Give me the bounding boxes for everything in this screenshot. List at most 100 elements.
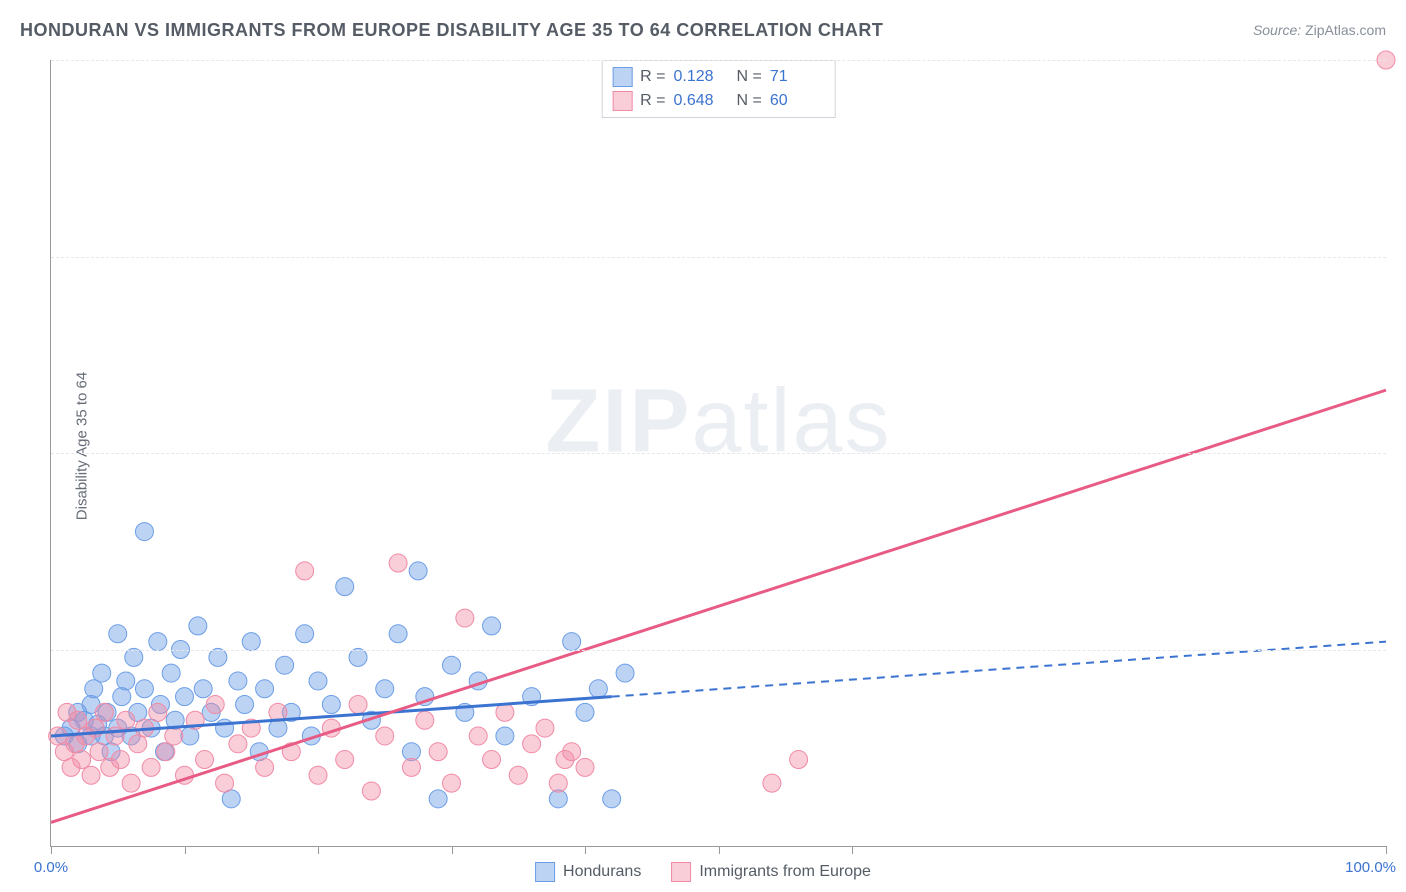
source-value: ZipAtlas.com: [1305, 22, 1386, 38]
y-tick-label: 75.0%: [1396, 248, 1406, 265]
scatter-point: [536, 719, 554, 737]
scatter-point: [122, 774, 140, 792]
chart-container: HONDURAN VS IMMIGRANTS FROM EUROPE DISAB…: [0, 0, 1406, 892]
scatter-point: [135, 680, 153, 698]
scatter-point: [256, 758, 274, 776]
scatter-point: [216, 719, 234, 737]
x-tick: [452, 846, 453, 854]
scatter-point: [125, 648, 143, 666]
scatter-point: [69, 711, 87, 729]
x-tick: [852, 846, 853, 854]
scatter-point: [456, 609, 474, 627]
scatter-point: [443, 774, 461, 792]
scatter-point: [389, 625, 407, 643]
x-tick: [318, 846, 319, 854]
legend-swatch: [671, 862, 691, 882]
gridline: [51, 453, 1386, 454]
scatter-point: [113, 688, 131, 706]
scatter-point: [93, 664, 111, 682]
scatter-point: [389, 554, 407, 572]
scatter-point: [309, 766, 327, 784]
y-tick-label: 0.0%: [1396, 838, 1406, 855]
legend-stat-row: R = 0.648N = 60: [612, 89, 825, 113]
gridline: [51, 650, 1386, 651]
scatter-point: [189, 617, 207, 635]
stat-r-value: 0.128: [674, 68, 729, 86]
y-tick-label: 50.0%: [1396, 445, 1406, 462]
scatter-point: [376, 727, 394, 745]
scatter-point: [576, 758, 594, 776]
scatter-point: [109, 625, 127, 643]
x-tick: [719, 846, 720, 854]
scatter-point: [576, 703, 594, 721]
scatter-point: [73, 751, 91, 769]
legend-stats: R = 0.128N = 71R = 0.648N = 60: [601, 60, 836, 118]
source-label: Source:: [1253, 22, 1301, 38]
scatter-point: [563, 633, 581, 651]
chart-title: HONDURAN VS IMMIGRANTS FROM EUROPE DISAB…: [20, 20, 883, 41]
legend-series-label: Immigrants from Europe: [699, 863, 871, 881]
scatter-point: [322, 696, 340, 714]
legend-stat-row: R = 0.128N = 71: [612, 65, 825, 89]
scatter-point: [95, 703, 113, 721]
scatter-point: [309, 672, 327, 690]
scatter-point: [229, 672, 247, 690]
scatter-point: [229, 735, 247, 753]
scatter-point: [549, 774, 567, 792]
scatter-point: [117, 672, 135, 690]
x-tick: [185, 846, 186, 854]
stat-r-label: R =: [640, 68, 665, 86]
scatter-point: [483, 751, 501, 769]
gridline: [51, 257, 1386, 258]
scatter-point: [349, 696, 367, 714]
scatter-point: [409, 562, 427, 580]
y-tick-label: 25.0%: [1396, 641, 1406, 658]
scatter-point: [82, 766, 100, 784]
scatter-point: [563, 743, 581, 761]
scatter-point: [763, 774, 781, 792]
scatter-point: [483, 617, 501, 635]
legend-series: Hondurans Immigrants from Europe: [535, 862, 871, 882]
x-tick-label: 0.0%: [34, 859, 68, 876]
legend-series-item: Hondurans: [535, 862, 641, 882]
gridline: [51, 60, 1386, 61]
x-tick: [585, 846, 586, 854]
scatter-point: [216, 774, 234, 792]
x-tick-label: 100.0%: [1345, 859, 1396, 876]
scatter-point: [149, 703, 167, 721]
scatter-point: [111, 751, 129, 769]
scatter-point: [509, 766, 527, 784]
stat-n-label: N =: [737, 92, 762, 110]
scatter-point: [157, 743, 175, 761]
scatter-point: [790, 751, 808, 769]
scatter-point: [117, 711, 135, 729]
scatter-point: [296, 562, 314, 580]
scatter-point: [416, 711, 434, 729]
x-tick: [51, 846, 52, 854]
scatter-point: [616, 664, 634, 682]
scatter-point: [256, 680, 274, 698]
stat-n-value: 71: [770, 68, 825, 86]
legend-series-label: Hondurans: [563, 863, 641, 881]
scatter-point: [429, 790, 447, 808]
stat-r-label: R =: [640, 92, 665, 110]
scatter-point: [589, 680, 607, 698]
scatter-point: [162, 664, 180, 682]
scatter-point: [336, 751, 354, 769]
scatter-point: [165, 727, 183, 745]
scatter-point: [469, 727, 487, 745]
scatter-point: [336, 578, 354, 596]
scatter-point: [142, 758, 160, 776]
scatter-point: [206, 696, 224, 714]
scatter-point: [242, 633, 260, 651]
scatter-point: [85, 680, 103, 698]
scatter-point: [236, 696, 254, 714]
scatter-point: [603, 790, 621, 808]
source-attribution: Source: ZipAtlas.com: [1253, 22, 1386, 38]
scatter-point: [276, 656, 294, 674]
scatter-point: [362, 782, 380, 800]
legend-series-item: Immigrants from Europe: [671, 862, 871, 882]
scatter-point: [209, 648, 227, 666]
scatter-point: [402, 758, 420, 776]
scatter-point: [176, 688, 194, 706]
